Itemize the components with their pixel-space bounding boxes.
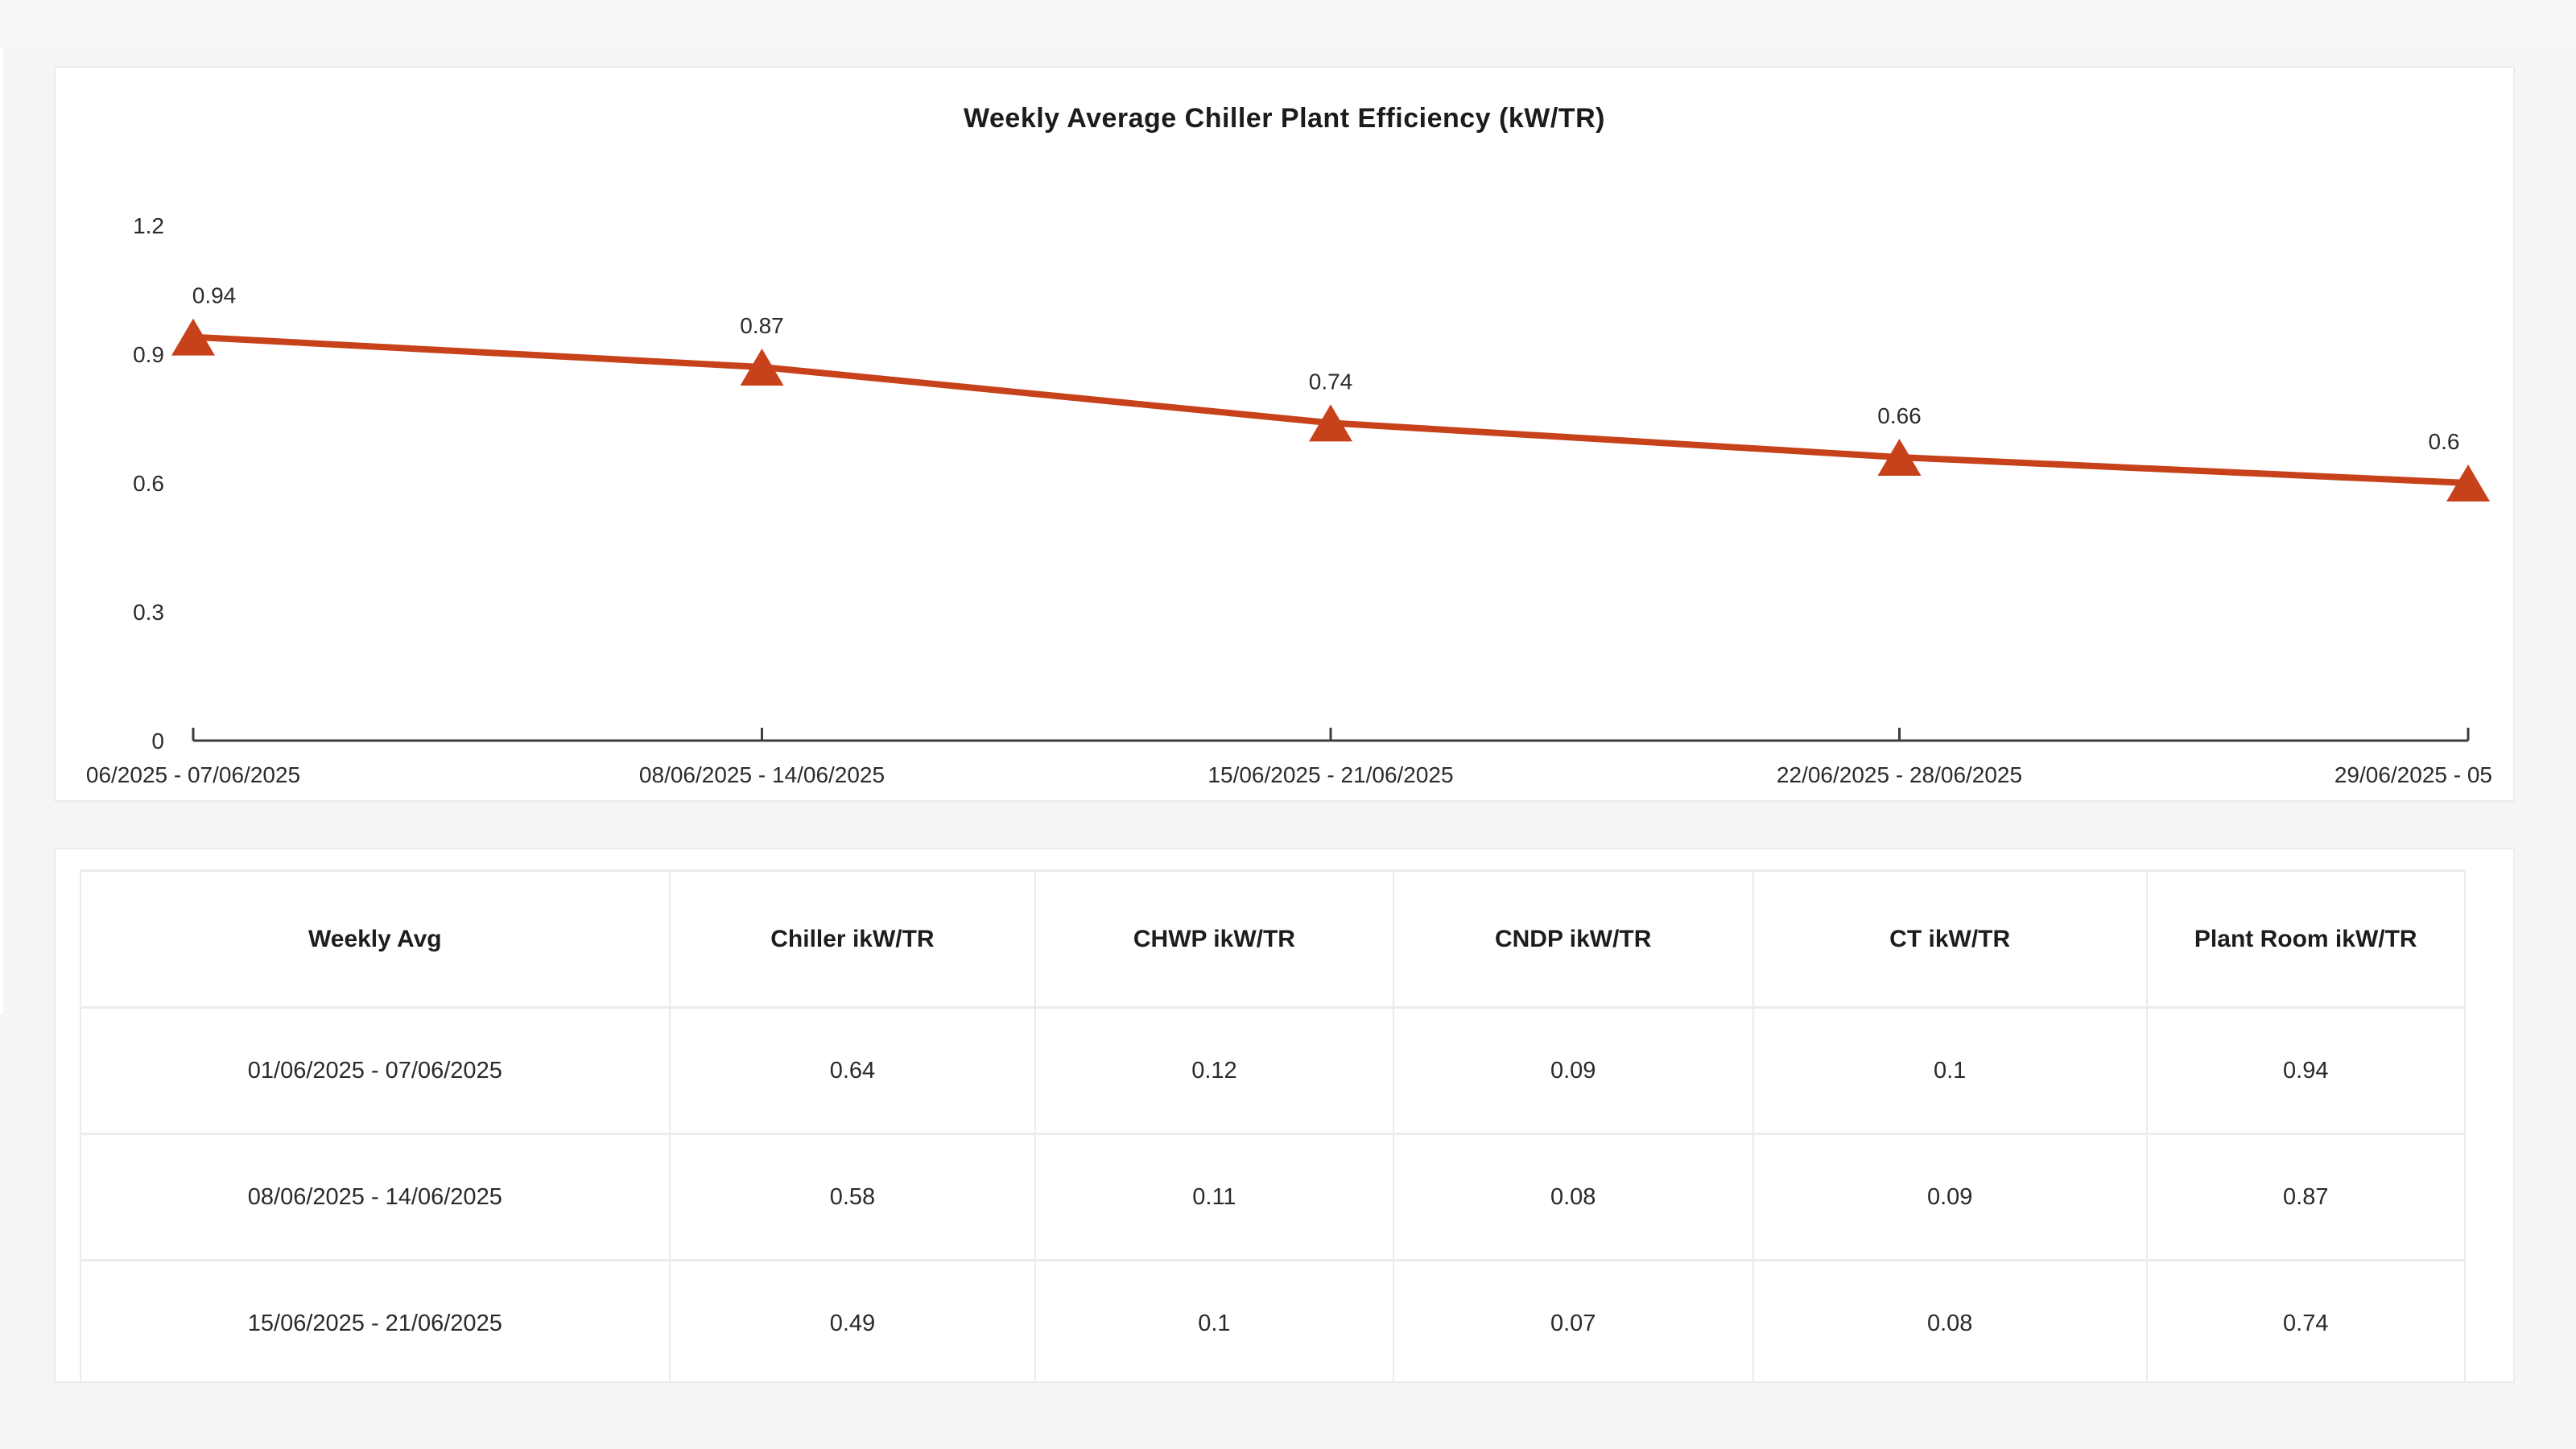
period-cell: 08/06/2025 - 14/06/2025	[80, 1133, 671, 1261]
period-cell: 15/06/2025 - 21/06/2025	[80, 1259, 671, 1381]
header-cell: CT ikW/TR	[1752, 869, 2148, 1009]
value-cell: 0.08	[1392, 1133, 1754, 1261]
x-axis-tick-label: 08/06/2025 - 14/06/2025	[639, 762, 885, 787]
table-row: 15/06/2025 - 21/06/2025 0.49 0.1 0.07 0.08 0.…	[80, 1259, 2467, 1381]
value-cell: 0.09	[1392, 1006, 1754, 1135]
value-cell: 0.07	[1392, 1259, 1754, 1381]
y-axis-tick-label: 0.6	[133, 471, 164, 496]
y-axis-tick-label: 0.3	[133, 600, 164, 625]
page-top-band	[0, 0, 2576, 47]
y-axis-tick-label: 0.9	[133, 342, 164, 367]
x-axis-tick-label: 29/06/2025 - 05	[2334, 762, 2492, 787]
value-cell: 0.08	[1752, 1259, 2148, 1381]
data-point-label: 0.66	[1877, 403, 1922, 428]
left-edge-panel-sliver	[0, 48, 3, 1014]
table-row: 08/06/2025 - 14/06/2025 0.58 0.11 0.08 0.09 0…	[80, 1133, 2467, 1261]
value-cell: 0.1	[1752, 1006, 2148, 1135]
data-point-marker[interactable]	[2446, 464, 2490, 502]
data-point-label: 0.6	[2429, 429, 2460, 454]
value-cell: 0.1	[1034, 1259, 1394, 1381]
value-cell: 0.94	[2145, 1006, 2467, 1135]
data-point-label: 0.94	[192, 283, 237, 308]
table-row: 01/06/2025 - 07/06/2025 0.64 0.12 0.09 0.1 0.…	[80, 1006, 2467, 1135]
value-cell: 0.12	[1034, 1006, 1394, 1135]
chart-card: Weekly Average Chiller Plant Efficiency …	[54, 66, 2515, 802]
period-cell: 01/06/2025 - 07/06/2025	[80, 1006, 671, 1135]
x-axis-tick-label: 06/2025 - 07/06/2025	[86, 762, 300, 787]
table-header-row: Weekly Avg Chiller ikW/TR CHWP ikW/TR CNDP …	[80, 869, 2467, 1009]
y-axis-tick-label: 1.2	[133, 213, 164, 238]
weekly-avg-table: Weekly Avg Chiller ikW/TR CHWP ikW/TR CNDP …	[80, 869, 2467, 1381]
header-cell: Plant Room ikW/TR	[2145, 869, 2467, 1009]
header-cell: Weekly Avg	[80, 869, 671, 1009]
value-cell: 0.64	[668, 1006, 1037, 1135]
data-point-marker[interactable]	[1877, 439, 1922, 476]
x-axis-tick-label: 22/06/2025 - 28/06/2025	[1777, 762, 2022, 787]
data-point-marker[interactable]	[740, 349, 784, 386]
value-cell: 0.49	[668, 1259, 1037, 1381]
value-cell: 0.09	[1752, 1133, 2148, 1261]
value-cell: 0.87	[2145, 1133, 2467, 1261]
y-axis-tick-label: 0	[151, 729, 164, 753]
data-point-label: 0.74	[1309, 369, 1353, 394]
efficiency-line-chart: 0 0.3 0.6 0.9 1.2 06/2025 - 07/06/2025 08/06/2…	[86, 213, 2492, 787]
data-point-marker[interactable]	[1309, 404, 1352, 442]
data-point-marker[interactable]	[171, 318, 215, 356]
weekly-table-card: Weekly Avg Chiller ikW/TR CHWP ikW/TR CNDP …	[54, 848, 2515, 1383]
value-cell: 0.11	[1034, 1133, 1394, 1261]
header-cell: CNDP ikW/TR	[1392, 869, 1754, 1009]
x-axis-tick-label: 15/06/2025 - 21/06/2025	[1208, 762, 1453, 787]
chart-title: Weekly Average Chiller Plant Efficiency …	[964, 103, 1605, 134]
header-cell: Chiller ikW/TR	[668, 869, 1037, 1009]
header-cell: CHWP ikW/TR	[1034, 869, 1394, 1009]
value-cell: 0.58	[668, 1133, 1037, 1261]
value-cell: 0.74	[2145, 1259, 2467, 1381]
data-point-label: 0.87	[740, 313, 784, 338]
